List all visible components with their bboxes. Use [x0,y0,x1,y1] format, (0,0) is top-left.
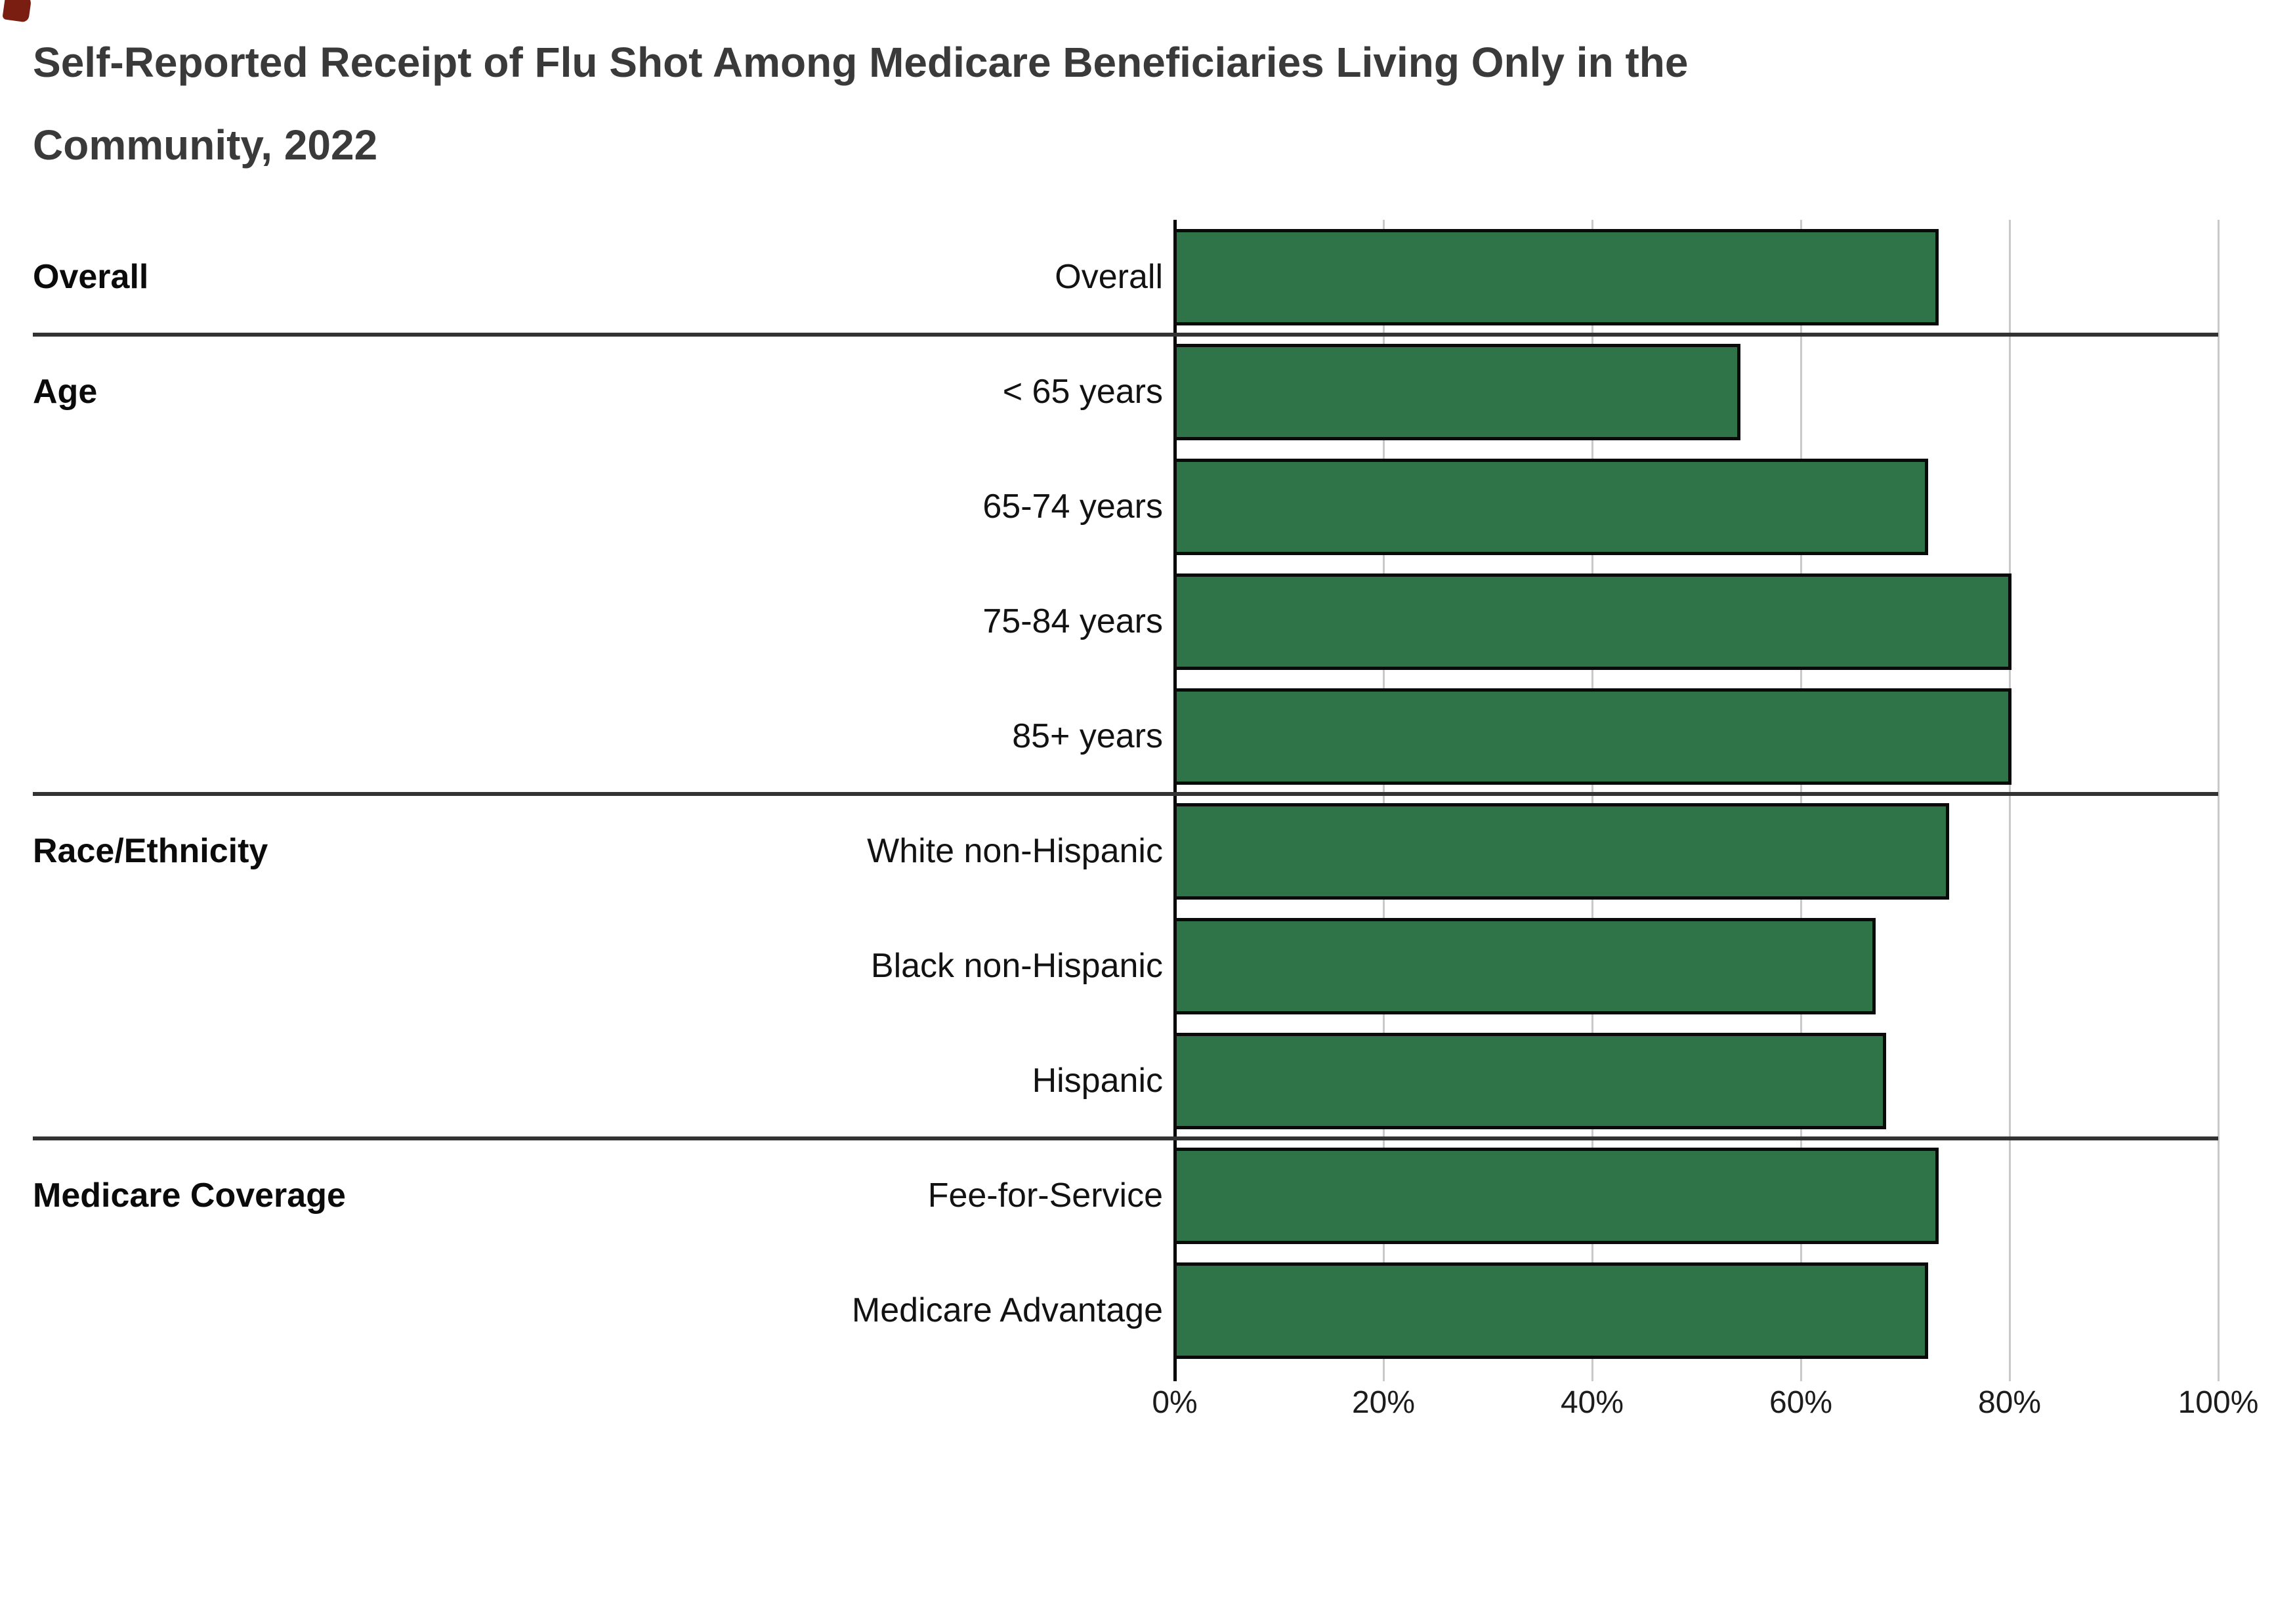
row-label-65-years: < 65 years [1002,373,1163,411]
x-tick-label: 0% [1152,1385,1198,1420]
bar-65-years [1173,344,1740,440]
row-label-fee-for-service: Fee-for-Service [927,1176,1163,1215]
bar-fee-for-service [1173,1148,1939,1244]
gridline-80 [2008,220,2011,1381]
row-label-white-non-hispanic: White non-Hispanic [867,832,1163,870]
x-tick-label: 60% [1769,1385,1833,1420]
bar-hispanic [1173,1033,1887,1129]
group-label-race-ethnicity: Race/Ethnicity [33,832,268,870]
group-label-overall: Overall [33,258,149,296]
group-label-medicare-coverage: Medicare Coverage [33,1176,346,1215]
bar-black-non-hispanic [1173,918,1876,1014]
group-separator [33,1136,2218,1140]
gridline-100 [2217,220,2220,1381]
row-label-medicare-advantage: Medicare Advantage [851,1291,1163,1329]
gridline-40 [1591,220,1593,1381]
chart-title: Self-Reported Receipt of Flu Shot Among … [33,21,2067,186]
row-label-65-74-years: 65-74 years [982,488,1163,526]
y-axis-line [1173,220,1177,1381]
gridline-60 [1800,220,1802,1381]
chart-title-line2: Community, 2022 [33,121,378,169]
x-tick-label: 80% [1977,1385,2042,1420]
gridline-20 [1382,220,1385,1381]
row-label-black-non-hispanic: Black non-Hispanic [870,947,1163,985]
bar-white-non-hispanic [1173,803,1949,900]
group-separator [33,333,2218,337]
x-tick-label: 20% [1351,1385,1416,1420]
row-label-85-years: 85+ years [1012,717,1163,755]
row-label-75-84-years: 75-84 years [982,602,1163,640]
row-label-hispanic: Hispanic [1032,1062,1163,1100]
bar-85-years [1173,688,2011,785]
group-separator [33,792,2218,796]
bar-65-74-years [1173,459,1928,555]
chart-title-line1: Self-Reported Receipt of Flu Shot Among … [33,39,1689,86]
x-tick-label: 40% [1560,1385,1624,1420]
bar-75-84-years [1173,573,2011,670]
group-label-age: Age [33,373,98,411]
x-tick-label: 100% [2178,1385,2259,1420]
bar-medicare-advantage [1173,1262,1928,1359]
row-label-overall: Overall [1055,258,1163,296]
bar-overall [1173,229,1939,325]
corner-artifact-mark [2,0,32,23]
